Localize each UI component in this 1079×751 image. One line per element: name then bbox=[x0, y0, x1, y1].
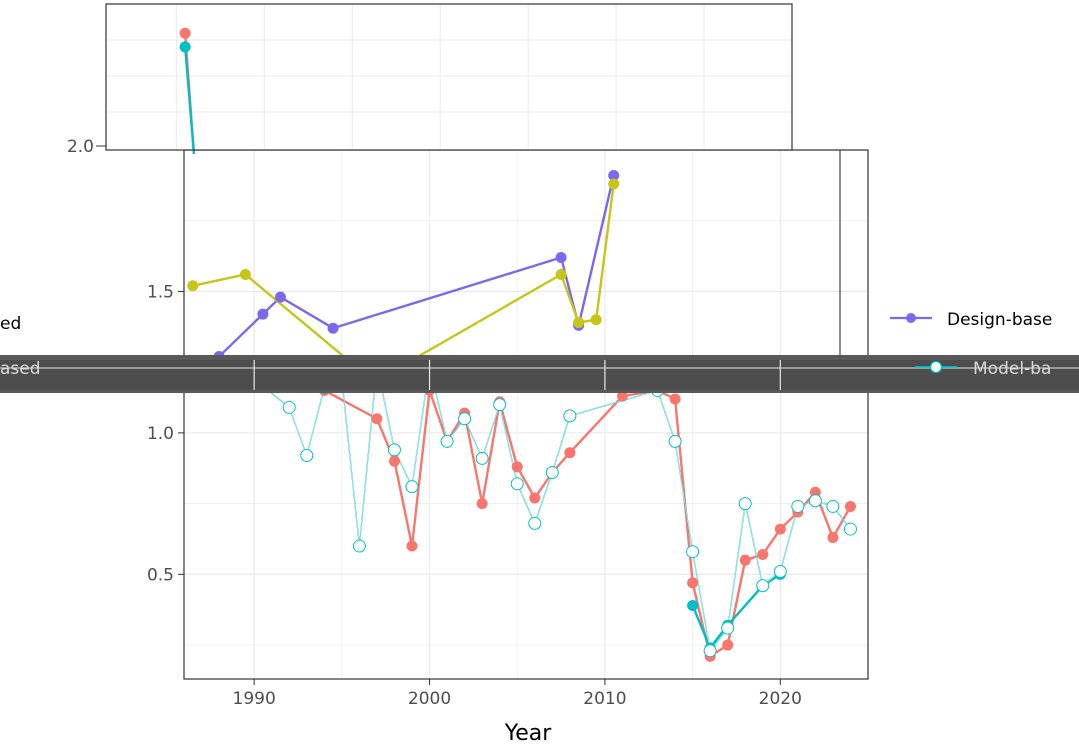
data-point bbox=[687, 577, 699, 589]
inset-data-point bbox=[179, 27, 191, 39]
inset-border bbox=[105, 3, 793, 151]
data-point bbox=[187, 280, 199, 292]
data-point bbox=[405, 480, 419, 494]
legend-fragment-left-2: ased bbox=[0, 359, 41, 379]
data-point bbox=[739, 554, 751, 566]
data-point bbox=[757, 549, 769, 561]
data-point bbox=[545, 465, 559, 479]
data-point bbox=[510, 477, 524, 491]
data-point bbox=[458, 412, 472, 426]
legend-band-inner bbox=[0, 360, 1079, 390]
data-point bbox=[528, 516, 542, 530]
y-tick-label: 1.5 bbox=[147, 282, 174, 302]
data-point bbox=[555, 251, 567, 263]
data-point bbox=[608, 169, 620, 181]
data-point bbox=[440, 434, 454, 448]
data-point bbox=[616, 390, 628, 402]
legend: ed ased Design-base Model-ba bbox=[0, 310, 1052, 379]
data-point bbox=[687, 599, 699, 611]
data-point bbox=[827, 532, 839, 544]
y-tick-label: 0.5 bbox=[147, 565, 174, 585]
data-point bbox=[843, 522, 857, 536]
band-gridlines bbox=[0, 360, 1079, 390]
legend-band bbox=[0, 355, 1079, 393]
inset-background bbox=[106, 4, 792, 150]
data-point bbox=[774, 523, 786, 535]
data-point bbox=[282, 400, 296, 414]
series-points bbox=[187, 169, 857, 662]
inset-data-point bbox=[179, 41, 191, 53]
data-point bbox=[668, 434, 682, 448]
x-tick-label: 2020 bbox=[759, 689, 802, 709]
data-point bbox=[608, 178, 620, 190]
data-point bbox=[257, 308, 269, 320]
data-point bbox=[808, 494, 822, 508]
data-point bbox=[406, 540, 418, 552]
main-panel bbox=[183, 149, 869, 680]
inset-series-line bbox=[183, 46, 196, 155]
inset-series bbox=[179, 27, 196, 155]
data-point bbox=[703, 644, 717, 658]
data-point bbox=[493, 398, 507, 412]
x-tick-label: 2010 bbox=[583, 689, 626, 709]
data-point bbox=[274, 291, 286, 303]
data-point bbox=[773, 565, 787, 579]
data-point bbox=[573, 317, 585, 329]
data-point bbox=[686, 545, 700, 559]
data-point bbox=[555, 268, 567, 280]
inset-panel: 2.0 bbox=[67, 3, 793, 157]
data-point bbox=[563, 409, 577, 423]
data-point bbox=[388, 455, 400, 467]
data-point bbox=[844, 500, 856, 512]
legend-fragment-left-1: ed bbox=[0, 314, 21, 334]
data-point bbox=[327, 322, 339, 334]
inset-gridlines bbox=[106, 4, 792, 150]
data-point bbox=[352, 539, 366, 553]
data-point bbox=[239, 268, 251, 280]
data-point bbox=[826, 499, 840, 513]
legend-label-model: Model-ba bbox=[973, 359, 1051, 379]
panel-background bbox=[184, 150, 868, 679]
x-axis: 1990 2000 2010 2020 bbox=[233, 679, 802, 709]
data-point bbox=[721, 621, 735, 635]
data-point bbox=[476, 498, 488, 510]
data-point bbox=[300, 449, 314, 463]
data-point bbox=[564, 447, 576, 459]
data-point bbox=[669, 393, 681, 405]
data-point bbox=[590, 314, 602, 326]
data-point bbox=[722, 639, 734, 651]
x-axis-title: Year bbox=[504, 721, 553, 746]
y-tick-label: 1.0 bbox=[147, 424, 174, 444]
x-tick-label: 2000 bbox=[408, 689, 451, 709]
data-point bbox=[791, 499, 805, 513]
legend-label-design: Design-base bbox=[947, 310, 1052, 330]
inset-ytick-label: 2.0 bbox=[67, 137, 94, 157]
y-axis: 0.5 1.0 1.5 bbox=[147, 282, 184, 585]
legend-key-design bbox=[890, 313, 932, 323]
data-point bbox=[475, 451, 489, 465]
data-point bbox=[529, 492, 541, 504]
data-point bbox=[756, 579, 770, 593]
x-tick-label: 1990 bbox=[233, 689, 276, 709]
data-point bbox=[387, 443, 401, 457]
legend-key-model bbox=[915, 360, 957, 374]
data-point bbox=[511, 461, 523, 473]
data-point bbox=[371, 413, 383, 425]
data-point bbox=[738, 497, 752, 511]
